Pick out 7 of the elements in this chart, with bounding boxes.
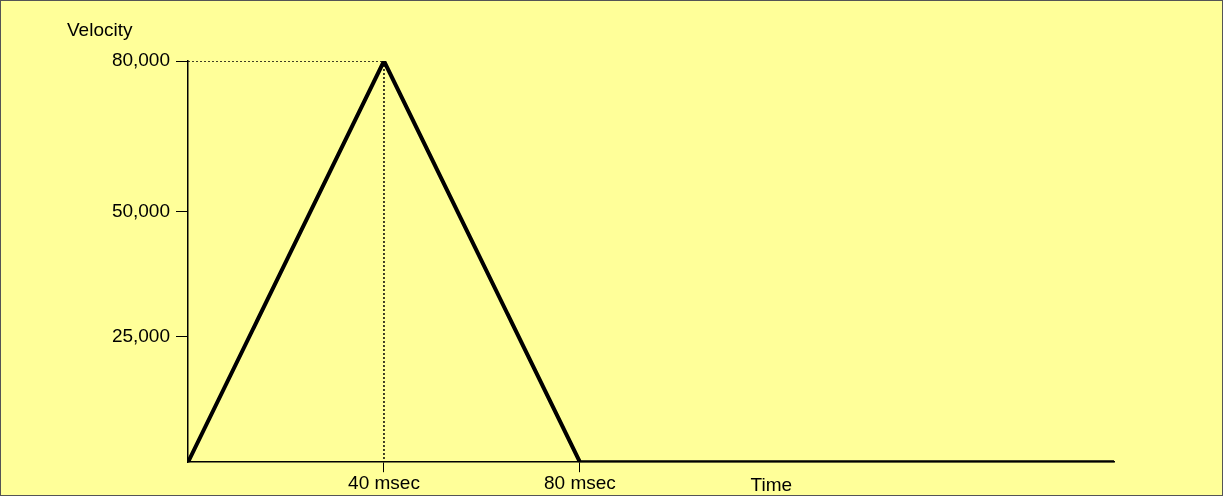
x-axis-title: Time: [750, 473, 793, 495]
x-tick-label: 40 msec: [348, 471, 420, 493]
y-axis-title: Velocity: [67, 18, 133, 40]
y-tick-label: 25,000: [111, 325, 170, 347]
y-tick-label: 80,000: [111, 49, 170, 71]
y-tick-label: 50,000: [111, 199, 170, 221]
x-tick-label: 80 msec: [544, 471, 616, 493]
